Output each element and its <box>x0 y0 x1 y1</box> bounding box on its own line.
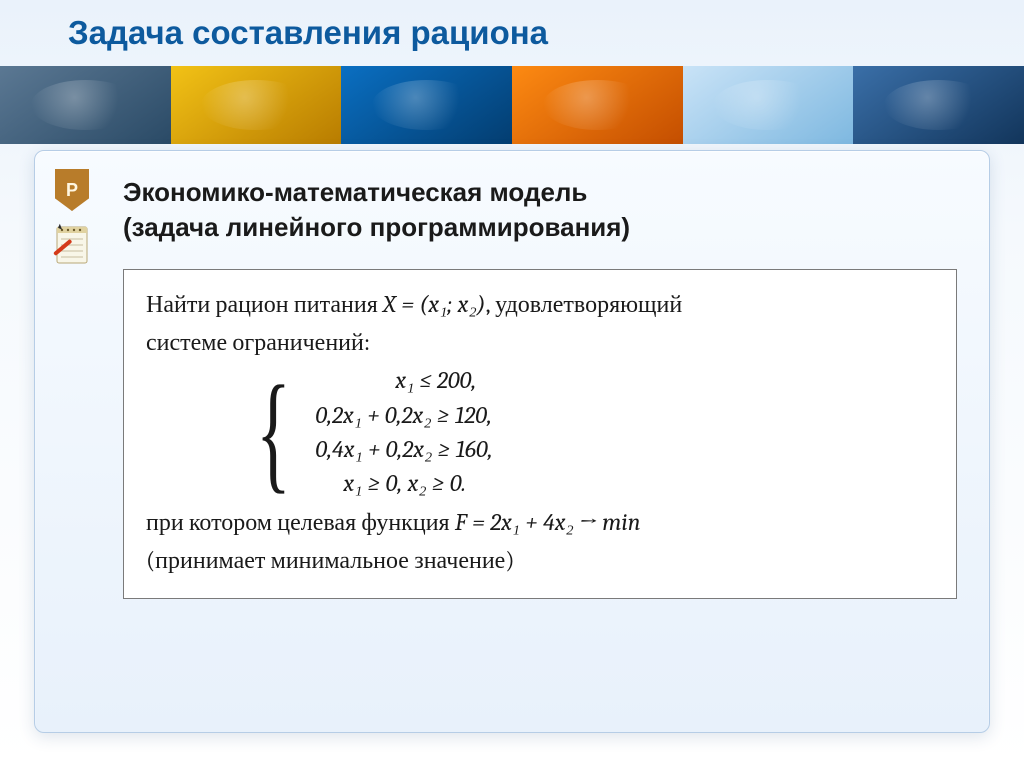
constraint-1: x₁ ≤ 200, <box>315 364 492 396</box>
math-box: Найти рацион питания X = (x₁; x₂), удовл… <box>123 269 957 599</box>
content-card: P Экономико- <box>34 150 990 733</box>
objective-function: F = 2x₁ + 4x₂ → min <box>455 508 641 536</box>
objective-line: при котором целевая функция F = 2x₁ + 4x… <box>146 504 934 540</box>
band-tile <box>341 66 512 144</box>
math-intro: Найти рацион питания X = (x₁; x₂), удовл… <box>146 286 934 322</box>
constraint-4: x₁ ≥ 0, x₂ ≥ 0. <box>315 467 492 499</box>
band-tile <box>171 66 342 144</box>
constraint-system: { x₁ ≤ 200, 0,2x₁ + 0,2x₂ ≥ 120, 0,4x₁ +… <box>256 364 934 500</box>
objective-note: (принимает минимальное значение) <box>146 542 934 578</box>
brace-icon: { <box>256 377 291 488</box>
subtitle-line-2: (задача линейного программирования) <box>123 212 630 242</box>
band-tile <box>853 66 1024 144</box>
subtitle: Экономико-математическая модель (задача … <box>123 175 957 245</box>
math-vector: X = (x₁; x₂) <box>383 290 486 318</box>
math-text: , удовлетворяющий <box>486 290 683 318</box>
notepad-icon <box>51 223 95 267</box>
icon-column: P <box>51 169 111 277</box>
constraint-3: 0,4x₁ + 0,2x₂ ≥ 160, <box>315 433 492 465</box>
math-text: Найти рацион питания <box>146 290 383 318</box>
band-tile <box>683 66 854 144</box>
math-text: при котором целевая функция <box>146 508 455 536</box>
band-tile <box>512 66 683 144</box>
pennant-letter: P <box>55 169 89 211</box>
slide-title: Задача составления рациона <box>68 14 548 52</box>
constraint-2: 0,2x₁ + 0,2x₂ ≥ 120, <box>315 399 492 431</box>
slide: Задача составления рациона P <box>0 0 1024 767</box>
pennant-icon: P <box>51 169 95 213</box>
system-lines: x₁ ≤ 200, 0,2x₁ + 0,2x₂ ≥ 120, 0,4x₁ + 0… <box>315 364 492 500</box>
subtitle-line-1: Экономико-математическая модель <box>123 177 587 207</box>
band-tile <box>0 66 171 144</box>
math-intro-2: системе ограничений: <box>146 324 934 360</box>
decorative-band <box>0 66 1024 144</box>
